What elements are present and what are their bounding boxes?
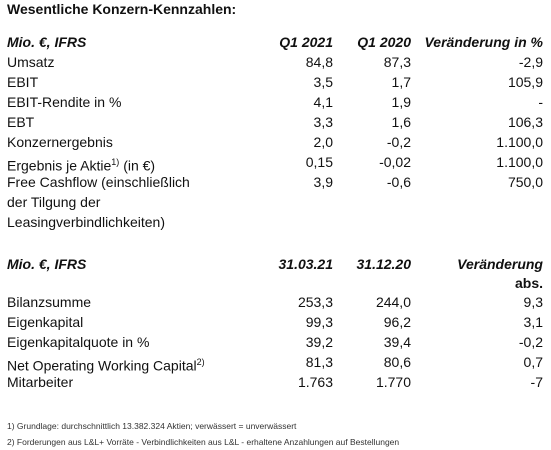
row-label: Konzernergebnis [7,134,113,150]
row-label: EBIT [7,74,39,90]
cell: 1,7 [391,74,411,90]
cell: 1.763 [297,374,333,390]
row-label: der Tilgung der [7,194,101,210]
row-label: Leasingverbindlichkeiten) [7,214,165,230]
cell: 1,9 [391,94,411,110]
row-label: Eigenkapital [7,314,84,330]
cell: -7 [530,374,543,390]
cell: 105,9 [507,74,543,90]
cell: 84,8 [305,54,333,70]
row-label: Ergebnis je Aktie1) (in €) [7,157,156,174]
column-header: 31.03.21 [278,256,334,272]
cell: 87,3 [383,54,411,70]
cell: - [538,94,543,110]
column-header: Veränderung [457,256,543,272]
cell: -0,2 [386,134,411,150]
column-header: Veränderung in % [424,34,543,50]
cell: 750,0 [507,174,543,190]
title: Wesentliche Konzern-Kennzahlen: [7,1,237,17]
row-label: EBIT-Rendite in % [7,94,122,110]
cell: -2,9 [518,54,543,70]
column-header: abs. [514,275,543,291]
cell: 96,2 [383,314,411,330]
cell: 1.100,0 [496,154,543,170]
cell: -0,02 [379,154,411,170]
cell: 9,3 [523,294,543,310]
footnote: 2) Forderungen aus L&L+ Vorräte - Verbin… [7,437,400,447]
row-label: Umsatz [7,54,55,70]
cell: 2,0 [313,134,333,150]
row-label: Net Operating Working Capital2) [7,357,205,374]
cell: 1.770 [375,374,411,390]
cell: -0,2 [518,334,543,350]
row-label: Eigenkapitalquote in % [7,334,150,350]
cell: 0,15 [305,154,333,170]
cell: 80,6 [383,354,411,370]
cell: 0,7 [523,354,543,370]
cell: -0,6 [386,174,411,190]
column-header: Q1 2021 [279,34,333,50]
row-label: Free Cashflow (einschließlich [7,174,190,190]
row-label: EBT [7,114,35,130]
cell: 253,3 [297,294,333,310]
row-header: Mio. €, IFRS [7,34,87,50]
footnote-ref: 2) [196,357,205,367]
cell: 1.100,0 [496,134,543,150]
row-label: Mitarbeiter [7,374,74,390]
cell: 106,3 [507,114,543,130]
column-header: 31.12.20 [356,256,412,272]
cell: 81,3 [305,354,333,370]
cell: 3,1 [523,314,543,330]
cell: 99,3 [305,314,333,330]
cell: 3,5 [313,74,333,90]
cell: 39,4 [383,334,411,350]
cell: 3,3 [313,114,333,130]
cell: 4,1 [313,94,333,110]
column-header: Q1 2020 [357,34,411,50]
cell: 244,0 [375,294,411,310]
row-label: (in €) [119,157,156,174]
cell: 39,2 [305,334,333,350]
cell: 3,9 [313,174,333,190]
footnote-ref: 1) [111,157,120,167]
cell: 1,6 [391,114,411,130]
footnote: 1) Grundlage: durchschnittlich 13.382.32… [7,421,297,431]
row-header: Mio. €, IFRS [7,256,87,272]
row-label: Bilanzsumme [7,294,92,310]
